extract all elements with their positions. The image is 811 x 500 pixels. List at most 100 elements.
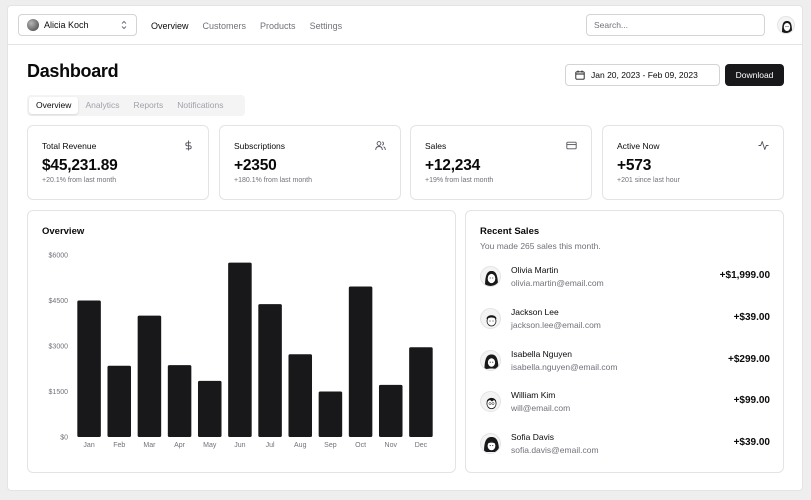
tab-notifications[interactable]: Notifications — [177, 100, 224, 110]
bar-sep — [318, 391, 343, 437]
stat-card-sales: Sales +12,234 +19% from last month — [410, 125, 592, 200]
chevrons-up-down-icon — [121, 20, 127, 30]
recent-sales-list: Olivia Martin olivia.martin@email.com +$… — [480, 263, 770, 472]
overview-bar-chart: $0 $1500 $3000 $4500 $6000 Jan Feb Mar Apr May Jun… — [49, 253, 433, 449]
avatar-face-icon — [486, 315, 497, 327]
dollar-icon — [185, 140, 192, 151]
search-input[interactable] — [586, 14, 765, 36]
sale-row: Jackson Lee jackson.lee@email.com +$39.0… — [480, 305, 770, 347]
recent-sales-title: Recent Sales — [480, 226, 540, 237]
dashboard-tabs: Overview Analytics Reports Notifications — [27, 95, 245, 116]
dashboard-window: Alicia Koch Overview Customers Products … — [7, 5, 803, 491]
bar-jul — [258, 304, 282, 437]
recent-sales-subtitle: You made 265 sales this month. — [480, 241, 601, 251]
stat-change: +20.1% from last month — [42, 177, 117, 184]
stat-card-subscriptions: Subscriptions +2350 +180.1% from last mo… — [219, 125, 401, 200]
calendar-icon — [575, 70, 585, 80]
team-switcher[interactable]: Alicia Koch — [18, 14, 137, 36]
stat-title: Total Revenue — [42, 141, 97, 151]
customer-name: Sofia Davis — [511, 432, 554, 443]
bar-may — [197, 380, 222, 437]
download-button[interactable]: Download — [725, 64, 784, 86]
avatar-face-icon — [485, 271, 498, 286]
overview-title: Overview — [42, 226, 85, 237]
user-avatar[interactable] — [777, 16, 795, 34]
customer-name: William Kim — [511, 390, 556, 401]
customer-email: jackson.lee@email.com — [511, 319, 601, 330]
sale-row: Olivia Martin olivia.martin@email.com +$… — [480, 263, 770, 305]
sale-amount: +$1,999.00 — [719, 270, 770, 281]
users-icon — [375, 141, 386, 151]
customer-avatar — [480, 266, 501, 287]
sale-row: Sofia Davis sofia.davis@email.com +$39.0… — [480, 430, 770, 472]
nav-link-products[interactable]: Products — [260, 20, 296, 31]
customer-name: Isabella Nguyen — [511, 348, 572, 359]
nav-link-customers[interactable]: Customers — [202, 20, 247, 31]
nav-link-settings[interactable]: Settings — [309, 20, 343, 31]
customer-email: isabella.nguyen@email.com — [511, 361, 618, 372]
bar-apr — [167, 365, 192, 437]
x-axis-tick-label: Feb — [113, 442, 125, 449]
x-axis-tick-label: Dec — [415, 442, 428, 449]
x-axis-tick-label: Jun — [234, 442, 245, 449]
stat-value: +573 — [617, 157, 652, 174]
stat-card-total-revenue: Total Revenue $45,231.89 +20.1% from las… — [27, 125, 209, 200]
team-name: Alicia Koch — [44, 20, 89, 30]
x-axis-tick-label: Nov — [385, 442, 398, 449]
activity-icon — [758, 141, 769, 150]
customer-avatar — [480, 349, 501, 371]
x-axis-tick-label: Mar — [143, 442, 156, 449]
tab-reports[interactable]: Reports — [133, 100, 164, 110]
stat-title: Subscriptions — [234, 141, 286, 151]
bar-jun — [228, 262, 252, 437]
customer-name: Jackson Lee — [511, 306, 559, 317]
sale-amount: +$39.00 — [733, 311, 770, 323]
bar-jan — [77, 300, 101, 437]
stat-value: $45,231.89 — [42, 157, 118, 174]
stat-card-active-now: Active Now +573 +201 since last hour — [602, 125, 784, 200]
bar-oct — [348, 286, 373, 437]
bar-nov — [378, 384, 403, 437]
sale-row: Isabella Nguyen isabella.nguyen@email.co… — [480, 347, 770, 389]
tab-overview[interactable]: Overview — [29, 97, 79, 114]
customer-name: Olivia Martin — [511, 265, 559, 275]
y-axis-tick-label: $6000 — [49, 253, 69, 260]
user-avatar-icon — [782, 21, 792, 33]
x-axis-tick-label: Apr — [174, 442, 186, 449]
y-axis-tick-label: $3000 — [49, 344, 69, 351]
x-axis-tick-label: May — [203, 442, 217, 449]
avatar-face-icon — [486, 398, 497, 410]
customer-avatar — [480, 433, 501, 455]
page-title: Dashboard — [27, 61, 119, 81]
y-axis-tick-label: $4500 — [49, 298, 69, 305]
stat-title: Active Now — [617, 141, 660, 151]
y-axis-tick-label: $0 — [60, 435, 68, 442]
overview-chart-card: Overview $0 $1500 $3000 $4500 $6000 Jan Feb Mar… — [27, 210, 456, 473]
stat-value: +12,234 — [425, 157, 481, 174]
y-axis-tick-label: $1500 — [49, 389, 69, 396]
sale-amount: +$299.00 — [728, 353, 770, 365]
sale-amount: +$39.00 — [733, 437, 770, 449]
x-axis-tick-label: Jul — [266, 442, 275, 449]
customer-avatar — [480, 307, 501, 329]
main-nav: Overview Customers Products Settings — [151, 6, 356, 45]
stat-value: +2350 — [234, 157, 277, 174]
date-range-label: Jan 20, 2023 - Feb 09, 2023 — [591, 70, 698, 80]
customer-email: will@email.com — [511, 403, 571, 414]
bar-aug — [288, 354, 313, 437]
customer-email: olivia.martin@email.com — [511, 278, 604, 288]
top-navigation: Alicia Koch Overview Customers Products … — [8, 6, 802, 45]
stat-change: +201 since last hour — [617, 177, 680, 184]
customer-avatar — [480, 391, 501, 413]
team-avatar — [27, 19, 39, 31]
recent-sales-card: Recent Sales You made 265 sales this mon… — [465, 210, 784, 473]
tab-analytics[interactable]: Analytics — [85, 100, 120, 110]
nav-link-overview[interactable]: Overview — [151, 20, 189, 31]
x-axis-tick-label: Sep — [324, 442, 337, 449]
sale-amount: +$99.00 — [733, 395, 770, 407]
x-axis-tick-label: Oct — [355, 442, 366, 449]
avatar-face-icon — [484, 354, 499, 370]
date-range-picker[interactable]: Jan 20, 2023 - Feb 09, 2023 — [565, 64, 720, 86]
stat-change: +19% from last month — [425, 177, 494, 184]
bar-feb — [107, 365, 132, 437]
